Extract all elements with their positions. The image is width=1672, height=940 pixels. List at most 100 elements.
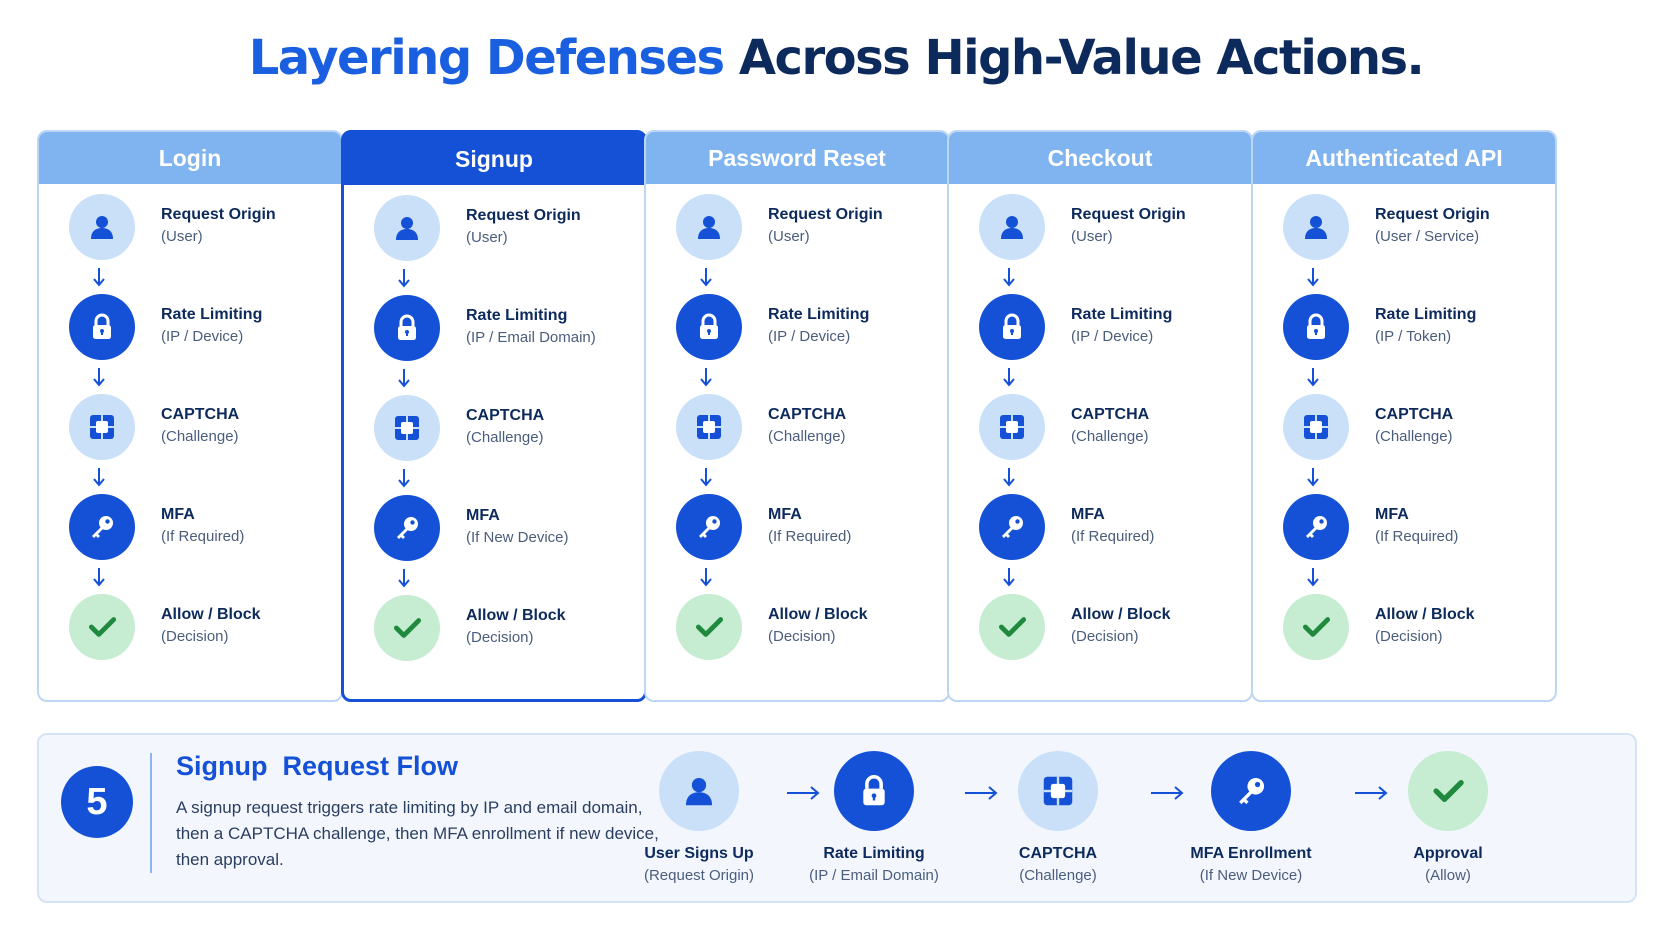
column-header: Checkout	[949, 132, 1251, 184]
defense-step: Request Origin (User / Service)	[1283, 194, 1553, 260]
step-text: Allow / Block (Decision)	[466, 605, 646, 649]
step-subtitle: (Challenge)	[161, 428, 239, 445]
check-icon	[979, 594, 1045, 660]
flow-step-subtitle: (Allow)	[1425, 867, 1471, 884]
defense-step: Rate Limiting (IP / Token)	[1283, 294, 1553, 360]
user-icon	[1283, 194, 1349, 260]
step-title: Request Origin	[1071, 206, 1186, 223]
step-subtitle: (Decision)	[466, 629, 534, 646]
defense-step: Allow / Block (Decision)	[979, 594, 1249, 660]
column-authenticated-api: Authenticated API Request Origin (User / S…	[1251, 130, 1557, 702]
arrow-down-icon	[1306, 266, 1320, 290]
defense-step: MFA (If Required)	[1283, 494, 1553, 560]
vertical-divider	[150, 753, 152, 873]
step-subtitle: (IP / Token)	[1375, 328, 1452, 345]
defense-step: Rate Limiting (IP / Device)	[676, 294, 946, 360]
arrow-down-icon	[699, 266, 713, 290]
arrow-down-icon	[397, 267, 411, 291]
flow-step-subtitle: (If New Device)	[1199, 867, 1303, 884]
step-text: CAPTCHA (Challenge)	[161, 404, 341, 448]
step-title: Request Origin	[161, 206, 276, 223]
arrow-down-icon	[1002, 266, 1016, 290]
step-number-badge: 5	[61, 766, 133, 838]
flow-step-subtitle: (Request Origin)	[643, 867, 755, 884]
step-subtitle: (Challenge)	[1375, 428, 1453, 445]
step-title: CAPTCHA	[466, 407, 545, 424]
step-title: Rate Limiting	[161, 306, 263, 323]
check-icon	[69, 594, 135, 660]
defense-step: Request Origin (User)	[374, 195, 644, 261]
user-icon	[979, 194, 1045, 260]
step-title: MFA	[161, 506, 195, 523]
arrow-down-icon	[1306, 366, 1320, 390]
step-title: Request Origin	[1375, 206, 1490, 223]
step-subtitle: (IP / Device)	[1071, 328, 1154, 345]
user-icon	[676, 194, 742, 260]
key-icon	[1211, 751, 1291, 831]
column-checkout: Checkout Request Origin (User) Rate Limitin…	[947, 130, 1253, 702]
key-icon	[374, 495, 440, 561]
defense-step: Allow / Block (Decision)	[1283, 594, 1553, 660]
defense-step: CAPTCHA (Challenge)	[374, 395, 644, 461]
defense-step: Rate Limiting (IP / Device)	[69, 294, 339, 360]
flow-step: User Signs Up (Request Origin)	[609, 751, 789, 887]
arrow-down-icon	[1306, 466, 1320, 490]
key-icon	[69, 494, 135, 560]
step-text: CAPTCHA (Challenge)	[1375, 404, 1555, 448]
step-subtitle: (Challenge)	[768, 428, 846, 445]
step-subtitle: (User / Service)	[1375, 228, 1480, 245]
arrow-down-icon	[92, 366, 106, 390]
flow-step-title: Approval	[1413, 845, 1483, 862]
flow-step-title: Rate Limiting	[823, 845, 925, 862]
step-title: Allow / Block	[1071, 606, 1171, 623]
flow-step-subtitle: (IP / Email Domain)	[809, 867, 939, 884]
arrow-down-icon	[1002, 366, 1016, 390]
step-text: MFA (If Required)	[161, 504, 341, 548]
step-title: Request Origin	[466, 207, 581, 224]
step-title: MFA	[1375, 506, 1409, 523]
step-subtitle: (IP / Device)	[768, 328, 851, 345]
flow-step: MFA Enrollment (If New Device)	[1161, 751, 1341, 887]
step-text: Allow / Block (Decision)	[161, 604, 341, 648]
captcha-icon	[676, 394, 742, 460]
title-accent: Layering Defenses	[248, 30, 725, 86]
column-signup: Signup Request Origin (User) Rate Limiting (…	[341, 130, 647, 702]
page-title: Layering Defenses Across High-Value Acti…	[0, 30, 1672, 86]
defense-step: Allow / Block (Decision)	[676, 594, 946, 660]
step-subtitle: (If Required)	[1375, 528, 1459, 545]
defense-step: CAPTCHA (Challenge)	[1283, 394, 1553, 460]
arrow-down-icon	[92, 266, 106, 290]
defense-step: Request Origin (User)	[979, 194, 1249, 260]
step-text: Allow / Block (Decision)	[1071, 604, 1251, 648]
step-text: Rate Limiting (IP / Device)	[768, 304, 948, 348]
step-title: CAPTCHA	[1375, 406, 1454, 423]
step-title: Rate Limiting	[768, 306, 870, 323]
step-subtitle: (If Required)	[768, 528, 852, 545]
signup-flow-panel: 5 Signup Request Flow A signup request t…	[37, 733, 1637, 903]
step-subtitle: (If Required)	[161, 528, 245, 545]
flow-step: Rate Limiting (IP / Email Domain)	[784, 751, 964, 887]
step-subtitle: (Challenge)	[1071, 428, 1149, 445]
column-header: Login	[39, 132, 341, 184]
check-icon	[676, 594, 742, 660]
flow-step-title: CAPTCHA	[1018, 845, 1098, 862]
defense-step: MFA (If New Device)	[374, 495, 644, 561]
step-title: Allow / Block	[768, 606, 868, 623]
user-icon	[69, 194, 135, 260]
flow-description: A signup request triggers rate limiting …	[176, 798, 659, 869]
key-icon	[1283, 494, 1349, 560]
title-rest: Across High-Value Actions.	[738, 30, 1425, 86]
step-text: Allow / Block (Decision)	[1375, 604, 1555, 648]
step-subtitle: (Decision)	[1071, 628, 1139, 645]
arrow-right-icon	[785, 783, 821, 803]
column-header: Authenticated API	[1253, 132, 1555, 184]
captcha-icon	[374, 395, 440, 461]
step-subtitle: (IP / Device)	[161, 328, 244, 345]
defense-step: Rate Limiting (IP / Device)	[979, 294, 1249, 360]
step-title: Allow / Block	[466, 607, 566, 624]
step-subtitle: (Decision)	[1375, 628, 1443, 645]
defense-step: MFA (If Required)	[979, 494, 1249, 560]
step-text: CAPTCHA (Challenge)	[466, 405, 646, 449]
captcha-icon	[1283, 394, 1349, 460]
defense-step: CAPTCHA (Challenge)	[676, 394, 946, 460]
